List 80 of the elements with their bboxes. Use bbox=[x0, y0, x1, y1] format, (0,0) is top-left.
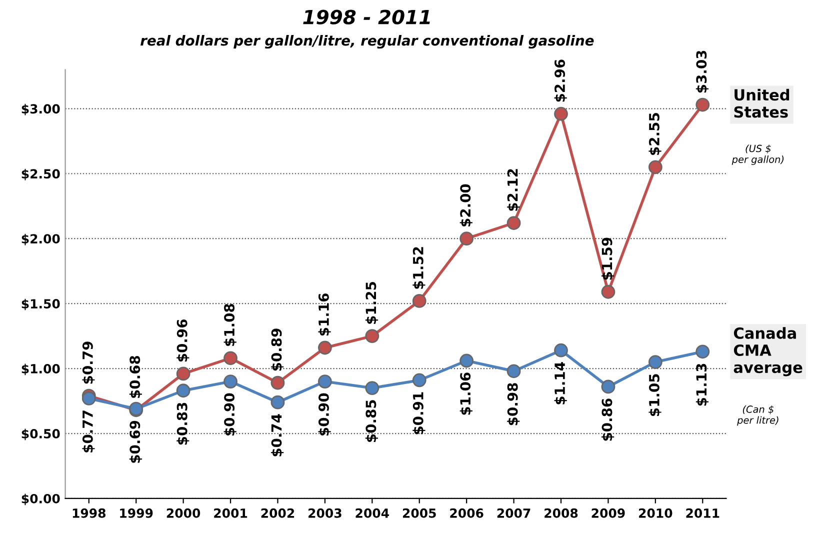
data-label: $0.89 bbox=[271, 328, 284, 371]
x-tick-label: 1999 bbox=[120, 508, 153, 518]
x-tick-label: 2006 bbox=[450, 508, 484, 518]
data-label: $0.85 bbox=[365, 400, 378, 442]
data-label: $2.12 bbox=[507, 169, 520, 211]
point bbox=[601, 284, 616, 299]
data-label: $3.03 bbox=[696, 50, 709, 93]
x-tick-label: 2005 bbox=[402, 508, 436, 518]
point bbox=[506, 364, 521, 378]
y-tick-label: $1.50 bbox=[22, 298, 60, 310]
x-tick-label: 2008 bbox=[544, 508, 578, 518]
y-tick-label: $2.50 bbox=[22, 168, 60, 180]
y-tick-label: $3.00 bbox=[22, 104, 60, 116]
x-tick-label: 2000 bbox=[166, 508, 200, 518]
point bbox=[270, 376, 285, 390]
data-label: $1.14 bbox=[554, 362, 567, 404]
point bbox=[82, 391, 96, 406]
y-tick-label: $0.00 bbox=[22, 494, 60, 506]
data-label: $0.83 bbox=[176, 402, 190, 445]
point bbox=[648, 355, 662, 369]
data-label: $0.96 bbox=[176, 319, 190, 362]
point bbox=[176, 366, 190, 381]
x-tick-label: 2009 bbox=[592, 508, 625, 518]
data-label: $1.16 bbox=[318, 293, 331, 336]
point bbox=[648, 160, 662, 174]
point bbox=[554, 343, 568, 358]
data-label: $0.77 bbox=[82, 410, 95, 452]
y-tick-label: $2.00 bbox=[22, 234, 60, 246]
data-label: $1.25 bbox=[365, 282, 378, 324]
data-label: $2.00 bbox=[460, 184, 472, 226]
data-label: $1.59 bbox=[601, 238, 614, 280]
x-tick-label: 2011 bbox=[686, 508, 720, 518]
series-label: Canada CMA average bbox=[734, 327, 802, 376]
chart-title: 1998 - 2011 bbox=[303, 10, 430, 24]
data-label: $0.79 bbox=[82, 342, 95, 384]
x-tick-label: 2003 bbox=[308, 508, 342, 518]
text: (US $ per gallon) bbox=[732, 144, 784, 165]
point bbox=[224, 374, 238, 388]
data-label: $1.06 bbox=[460, 372, 472, 415]
data-label: $0.68 bbox=[129, 356, 142, 398]
point bbox=[318, 374, 332, 388]
y-tick-label: $1.00 bbox=[22, 364, 60, 376]
point bbox=[554, 106, 568, 121]
point bbox=[696, 344, 710, 359]
data-label: $2.96 bbox=[554, 60, 567, 102]
y-tick-label: $0.50 bbox=[22, 428, 60, 440]
data-label: $0.90 bbox=[224, 393, 236, 436]
data-label: $2.55 bbox=[648, 113, 662, 155]
x-tick-label: 2002 bbox=[261, 508, 294, 518]
x-tick-label: 2004 bbox=[356, 508, 389, 518]
data-label: $0.91 bbox=[412, 392, 426, 434]
point bbox=[365, 329, 380, 343]
chart-subtitle: real dollars per gallon/litre, regular conventional gasoline bbox=[140, 35, 594, 49]
data-label: $0.90 bbox=[318, 393, 331, 436]
x-tick-label: 2001 bbox=[214, 508, 248, 518]
point bbox=[270, 395, 285, 410]
point bbox=[176, 384, 190, 398]
data-label: $1.52 bbox=[412, 247, 426, 289]
series-label: United States bbox=[734, 88, 790, 118]
point bbox=[601, 380, 616, 394]
x-tick-label: 1998 bbox=[72, 508, 106, 518]
point bbox=[506, 216, 521, 230]
point bbox=[365, 381, 380, 395]
data-label: $0.86 bbox=[601, 398, 614, 441]
data-label: $1.13 bbox=[696, 364, 709, 406]
data-label: $0.74 bbox=[271, 414, 284, 456]
data-label: $0.69 bbox=[129, 420, 142, 463]
point bbox=[224, 351, 238, 366]
point bbox=[318, 340, 332, 355]
data-label: $1.05 bbox=[648, 374, 662, 416]
x-tick-label: 2010 bbox=[639, 508, 672, 518]
x-tick-label: 2007 bbox=[497, 508, 530, 518]
point bbox=[412, 373, 426, 388]
point bbox=[460, 232, 474, 246]
data-label: $1.08 bbox=[224, 304, 236, 346]
point bbox=[696, 98, 710, 112]
text: (Can $ per litre) bbox=[737, 405, 778, 426]
point bbox=[412, 294, 426, 308]
data-label: $0.98 bbox=[507, 383, 520, 426]
point bbox=[460, 354, 474, 368]
